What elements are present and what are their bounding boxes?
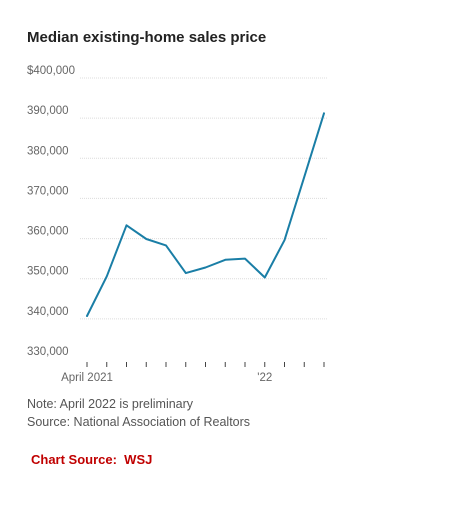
y-tick-labels: $400,000 390,000 380,000 370,000 360,000 350,… [27,65,75,358]
x-axis: April 2021 '22 [61,362,325,384]
x-tick-label: April 2021 [61,372,113,384]
y-tick-label: 390,000 [27,105,69,117]
series-lines [86,112,325,317]
y-tick-label: 330,000 [27,346,69,358]
y-tick-label: 340,000 [27,306,69,318]
x-tick-label: '22 [257,372,272,384]
y-tick-label: 380,000 [27,145,69,157]
line-chart: $400,000 390,000 380,000 370,000 360,000 350,… [27,65,327,384]
chart-source-note: Source: National Association of Realtors [27,415,251,429]
y-tick-label: 350,000 [27,266,69,278]
chart-note: Note: April 2022 is preliminary [27,397,194,411]
y-tick-label: 370,000 [27,185,69,197]
series-line [86,112,325,317]
y-tick-label: 360,000 [27,226,69,238]
chart-credit: Chart Source: WSJ [31,452,153,467]
chart-title: Median existing-home sales price [27,29,267,46]
grid-lines [80,77,327,320]
y-tick-label: $400,000 [27,65,75,77]
